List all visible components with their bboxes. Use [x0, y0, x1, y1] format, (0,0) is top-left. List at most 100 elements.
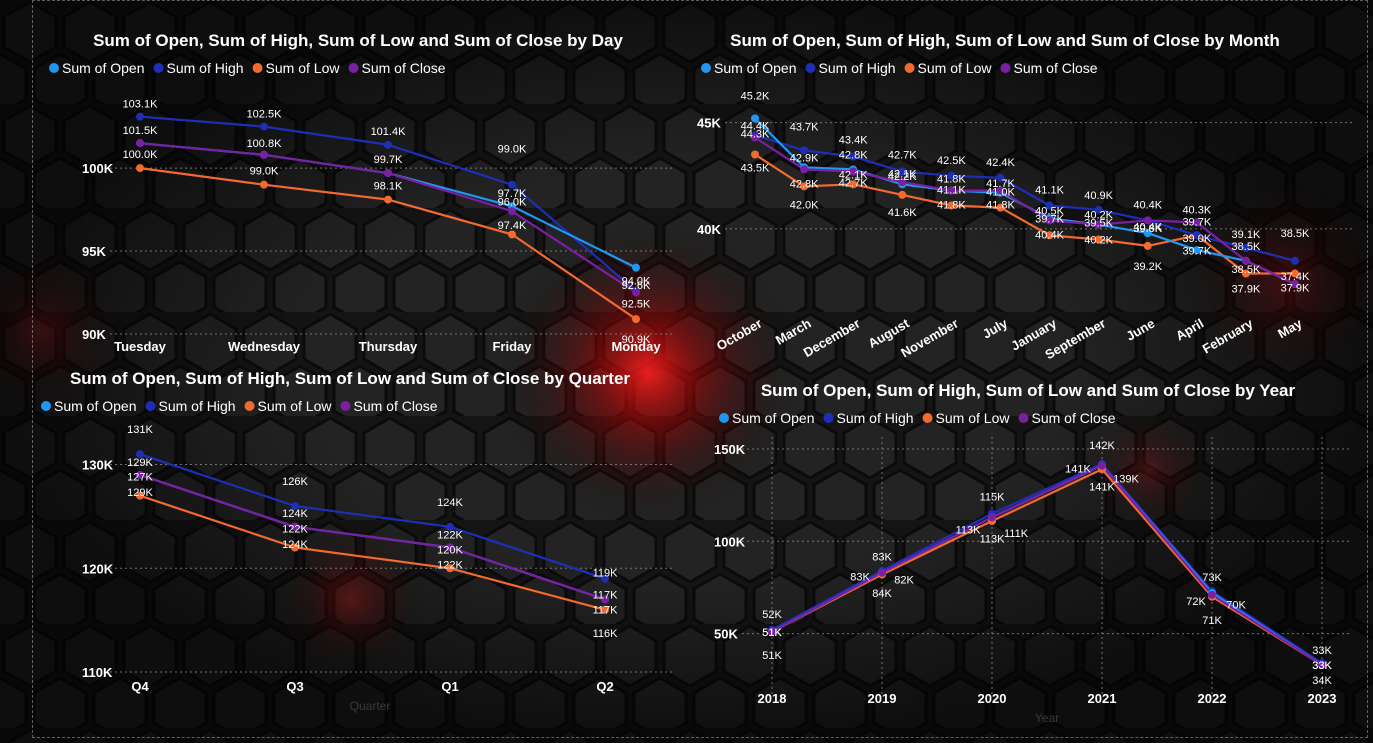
data-point-close[interactable]	[1192, 218, 1201, 227]
data-point-close[interactable]	[446, 543, 454, 552]
data-point-close[interactable]	[996, 186, 1005, 195]
data-point-close[interactable]	[136, 470, 144, 479]
data-point-low[interactable]	[136, 491, 144, 500]
data-point-low[interactable]	[384, 195, 392, 204]
data-point-close[interactable]	[1045, 216, 1054, 225]
legend-item-high[interactable]: Sum of High	[145, 398, 236, 414]
data-point-low[interactable]	[601, 605, 609, 614]
legend-item-low[interactable]: Sum of Low	[244, 398, 333, 414]
data-point-high[interactable]	[446, 522, 454, 531]
legend-item-high[interactable]: Sum of High	[153, 60, 244, 76]
data-point-low[interactable]	[996, 203, 1005, 212]
y-tick-label: 100K	[82, 161, 114, 176]
legend-item-close[interactable]: Sum of Close	[1018, 410, 1116, 426]
data-point-close[interactable]	[384, 169, 392, 178]
x-tick-label: 2021	[1088, 691, 1117, 706]
data-label-close: 38.5K	[1232, 264, 1261, 276]
data-point-high[interactable]	[508, 180, 516, 189]
data-label-open: 94.0K	[622, 276, 651, 288]
data-point-close[interactable]	[898, 178, 907, 187]
legend-item-high[interactable]: Sum of High	[805, 60, 896, 76]
legend-item-close[interactable]: Sum of Close	[348, 60, 446, 76]
data-label-close: 44.3K	[741, 129, 770, 141]
data-point-open[interactable]	[1192, 246, 1201, 255]
y-tick-label: 130K	[82, 458, 114, 473]
data-label-low: 42.0K	[790, 199, 819, 211]
legend-item-open[interactable]: Sum of Open	[719, 410, 815, 426]
series-line-low	[139, 494, 606, 611]
data-point-high[interactable]	[136, 450, 144, 459]
data-point-low[interactable]	[136, 164, 144, 173]
data-point-high[interactable]	[1192, 231, 1201, 240]
data-point-low[interactable]	[260, 180, 268, 189]
data-point-close[interactable]	[988, 513, 996, 522]
data-point-close[interactable]	[1241, 256, 1250, 265]
data-point-close[interactable]	[768, 627, 776, 636]
data-point-low[interactable]	[1094, 235, 1103, 244]
data-point-low[interactable]	[849, 180, 858, 189]
data-label-high: 44.4K	[741, 120, 770, 132]
data-point-low[interactable]	[898, 190, 907, 199]
data-point-low[interactable]	[1045, 231, 1054, 240]
data-point-low[interactable]	[751, 150, 759, 159]
data-point-close[interactable]	[878, 568, 886, 577]
data-point-close[interactable]	[849, 167, 858, 176]
data-point-close[interactable]	[1143, 216, 1152, 225]
data-point-close[interactable]	[1208, 590, 1216, 599]
legend-item-low[interactable]: Sum of Low	[252, 60, 341, 76]
data-point-high[interactable]	[1291, 256, 1299, 265]
data-point-high[interactable]	[260, 122, 268, 131]
legend-item-close[interactable]: Sum of Close	[340, 398, 438, 414]
data-point-high[interactable]	[898, 167, 907, 176]
data-point-low[interactable]	[800, 182, 809, 191]
data-point-close[interactable]	[291, 522, 299, 531]
data-point-high[interactable]	[947, 171, 956, 180]
data-point-close[interactable]	[632, 288, 640, 297]
data-point-low[interactable]	[1291, 269, 1299, 278]
data-point-high[interactable]	[136, 112, 144, 121]
data-point-low[interactable]	[1143, 241, 1152, 250]
data-point-low[interactable]	[947, 201, 956, 210]
legend-item-high[interactable]: Sum of High	[823, 410, 914, 426]
data-point-close[interactable]	[1098, 461, 1106, 470]
legend-item-low[interactable]: Sum of Low	[922, 410, 1011, 426]
legend-item-open[interactable]: Sum of Open	[41, 398, 137, 414]
data-point-close[interactable]	[1094, 220, 1103, 229]
data-point-close[interactable]	[601, 595, 609, 604]
data-point-high[interactable]	[1241, 244, 1250, 252]
data-point-close[interactable]	[1318, 661, 1326, 669]
data-point-open[interactable]	[632, 263, 640, 272]
data-point-high[interactable]	[849, 152, 858, 161]
data-point-high[interactable]	[996, 173, 1005, 182]
data-point-open[interactable]	[1143, 229, 1152, 238]
legend-item-close[interactable]: Sum of Close	[1000, 60, 1098, 76]
data-point-low[interactable]	[291, 543, 299, 552]
data-point-close[interactable]	[751, 133, 759, 142]
legend-item-low[interactable]: Sum of Low	[904, 60, 993, 76]
data-point-high[interactable]	[601, 574, 609, 583]
data-point-close[interactable]	[260, 150, 268, 159]
data-point-low[interactable]	[1241, 269, 1250, 278]
legend-item-open[interactable]: Sum of Open	[701, 60, 797, 76]
data-label-open: 72K	[1186, 596, 1206, 608]
data-point-open[interactable]	[751, 114, 759, 123]
data-point-close[interactable]	[508, 207, 516, 216]
x-tick-label: June	[1123, 316, 1157, 344]
data-point-low[interactable]	[446, 564, 454, 573]
data-point-low[interactable]	[508, 230, 516, 239]
data-label-open: 124K	[282, 508, 308, 520]
data-point-close[interactable]	[947, 186, 956, 195]
legend-label-high: Sum of High	[819, 60, 896, 76]
data-point-high[interactable]	[1045, 201, 1054, 210]
data-point-high[interactable]	[384, 140, 392, 149]
data-point-low[interactable]	[632, 315, 640, 324]
data-point-close[interactable]	[1291, 280, 1299, 289]
data-point-high[interactable]	[291, 502, 299, 511]
data-point-close[interactable]	[136, 139, 144, 148]
data-point-high[interactable]	[1094, 205, 1103, 214]
data-label-open: 41.8K	[937, 174, 966, 186]
data-point-high[interactable]	[800, 146, 809, 155]
legend-item-open[interactable]: Sum of Open	[49, 60, 145, 76]
data-point-close[interactable]	[800, 165, 809, 174]
data-label-high: 40.9K	[1084, 190, 1113, 202]
